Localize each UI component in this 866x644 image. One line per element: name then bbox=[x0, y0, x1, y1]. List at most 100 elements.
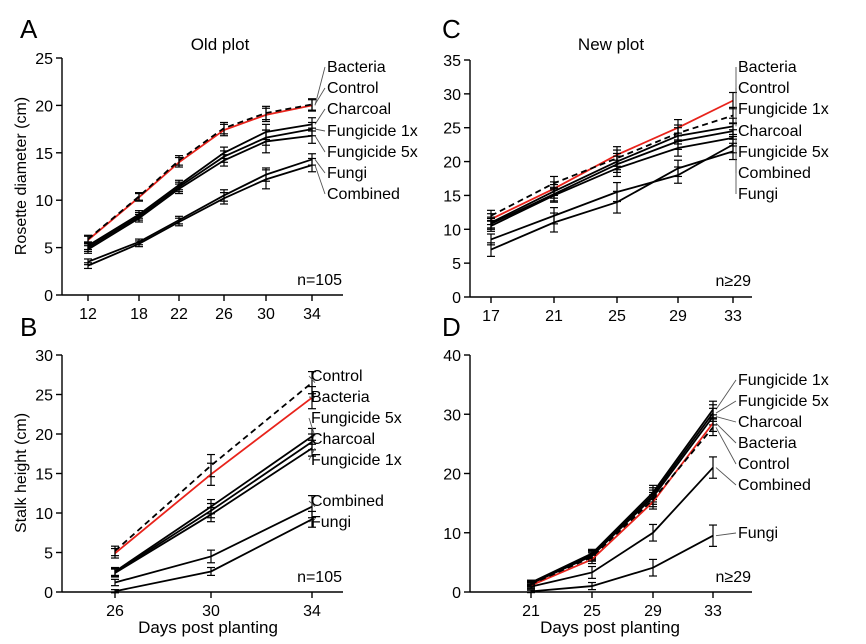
y-tick-label: 5 bbox=[44, 546, 53, 563]
x-tick-label: 22 bbox=[170, 306, 188, 323]
y-tick-label: 15 bbox=[35, 146, 53, 163]
series-label-leader bbox=[715, 416, 737, 423]
series-label-leader bbox=[314, 128, 326, 132]
series-label-leader bbox=[715, 422, 737, 444]
series-label-leader bbox=[308, 448, 316, 461]
x-tick-label: 29 bbox=[669, 308, 687, 325]
y-tick-label: 0 bbox=[44, 288, 53, 305]
panel-letter: A bbox=[20, 14, 38, 44]
series-fungicide-1x: Fungicide 1x bbox=[111, 439, 402, 578]
series-charcoal: Charcoal bbox=[84, 101, 391, 251]
series-label-leader bbox=[715, 379, 737, 410]
y-tick-label: 0 bbox=[452, 585, 461, 602]
series-fungi: Fungi bbox=[111, 510, 351, 594]
y-tick-label: 30 bbox=[443, 407, 461, 424]
y-axis-label: Rosette diameter (cm) bbox=[13, 97, 30, 255]
series-label-leader bbox=[314, 159, 326, 174]
series-label: Control bbox=[738, 456, 790, 473]
series-fungi: Fungi bbox=[487, 142, 778, 257]
y-tick-label: 20 bbox=[443, 155, 461, 172]
x-axis-label: Days post planting bbox=[540, 618, 680, 637]
x-tick-label: 34 bbox=[303, 306, 321, 323]
x-tick-label: 21 bbox=[545, 308, 563, 325]
series-label: Fungicide 5x bbox=[311, 410, 402, 427]
series-label: Charcoal bbox=[738, 123, 802, 140]
series-line bbox=[114, 396, 313, 554]
series-label: Fungicide 5x bbox=[738, 393, 829, 410]
series-combined: Combined bbox=[111, 493, 384, 587]
x-tick-label: 12 bbox=[79, 306, 97, 323]
sample-size-annotation: n≥29 bbox=[716, 273, 752, 290]
x-tick-label: 33 bbox=[724, 308, 742, 325]
y-tick-label: 15 bbox=[443, 188, 461, 205]
series-label: Fungi bbox=[311, 514, 351, 531]
x-tick-label: 25 bbox=[608, 308, 626, 325]
y-tick-label: 5 bbox=[44, 241, 53, 258]
series-label-leader bbox=[308, 396, 316, 399]
x-tick-label: 33 bbox=[704, 603, 722, 620]
series-label-leader bbox=[308, 500, 316, 508]
series-label: Fungicide 1x bbox=[738, 101, 829, 118]
panel-letter: C bbox=[442, 14, 461, 44]
series-label: Fungi bbox=[738, 525, 778, 542]
series-combined: Combined bbox=[527, 456, 811, 590]
x-tick-label: 17 bbox=[482, 308, 500, 325]
series-label: Fungicide 5x bbox=[738, 144, 829, 161]
series-line bbox=[530, 534, 714, 593]
series-label-leader bbox=[308, 375, 316, 383]
y-tick-label: 25 bbox=[443, 121, 461, 138]
sample-size-annotation: n≥29 bbox=[716, 569, 752, 586]
series-line bbox=[87, 164, 313, 267]
y-tick-label: 35 bbox=[443, 53, 461, 70]
y-tick-label: 0 bbox=[452, 290, 461, 307]
series-label: Control bbox=[327, 80, 379, 97]
x-axis-label: Days post planting bbox=[138, 618, 278, 637]
panel-letter: D bbox=[442, 312, 461, 342]
x-tick-label: 18 bbox=[130, 306, 148, 323]
series-line bbox=[114, 381, 313, 552]
y-tick-label: 20 bbox=[443, 467, 461, 484]
series-label-leader bbox=[715, 427, 737, 465]
series-label-leader bbox=[308, 518, 316, 523]
series-label-leader bbox=[314, 135, 326, 153]
series-label: Fungicide 1x bbox=[738, 372, 829, 389]
y-axis-label: Stalk height (cm) bbox=[13, 413, 30, 533]
y-tick-label: 40 bbox=[443, 348, 461, 365]
panel-letter: B bbox=[20, 312, 37, 342]
series-line bbox=[530, 466, 714, 588]
series-line bbox=[530, 426, 714, 586]
series-line bbox=[490, 136, 734, 227]
series-label: Bacteria bbox=[327, 59, 386, 76]
series-line bbox=[87, 158, 313, 263]
series-control: Control bbox=[84, 80, 379, 244]
y-tick-label: 10 bbox=[35, 193, 53, 210]
series-fungicide-5x: Fungicide 5x bbox=[487, 129, 829, 232]
y-tick-label: 20 bbox=[35, 98, 53, 115]
x-tick-label: 21 bbox=[522, 603, 540, 620]
series-line bbox=[87, 134, 313, 251]
series-label-leader bbox=[314, 87, 326, 105]
series-label: Fungi bbox=[327, 165, 367, 182]
series-line bbox=[530, 422, 714, 587]
series-label: Fungi bbox=[738, 186, 778, 203]
series-fungicide-5x: Fungicide 5x bbox=[84, 127, 418, 254]
y-tick-label: 0 bbox=[44, 585, 53, 602]
series-fungi: Fungi bbox=[527, 524, 778, 594]
y-tick-label: 10 bbox=[443, 526, 461, 543]
series-label-leader bbox=[314, 108, 326, 125]
series-fungi: Fungi bbox=[84, 153, 367, 266]
y-tick-label: 25 bbox=[35, 51, 53, 68]
series-combined: Combined bbox=[84, 157, 400, 270]
series-label: Bacteria bbox=[311, 389, 370, 406]
series-label: Control bbox=[738, 80, 790, 97]
panel-c: C New plot 0 5 10 15 20 25 30 35 17 21 25 29 33 n≥29 Bac… bbox=[442, 14, 829, 325]
series-label-leader bbox=[715, 467, 737, 486]
sample-size-annotation: n=105 bbox=[297, 569, 342, 586]
series-label: Fungicide 1x bbox=[311, 452, 402, 469]
x-tick-label: 25 bbox=[583, 603, 601, 620]
x-tick-label: 30 bbox=[202, 603, 220, 620]
series-bacteria: Bacteria bbox=[527, 414, 797, 589]
series-label: Combined bbox=[327, 186, 400, 203]
series-label-leader bbox=[715, 400, 737, 414]
